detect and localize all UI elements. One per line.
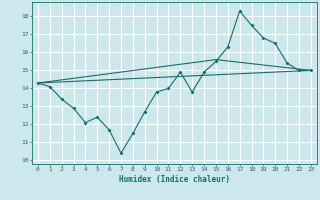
X-axis label: Humidex (Indice chaleur): Humidex (Indice chaleur) bbox=[119, 175, 230, 184]
